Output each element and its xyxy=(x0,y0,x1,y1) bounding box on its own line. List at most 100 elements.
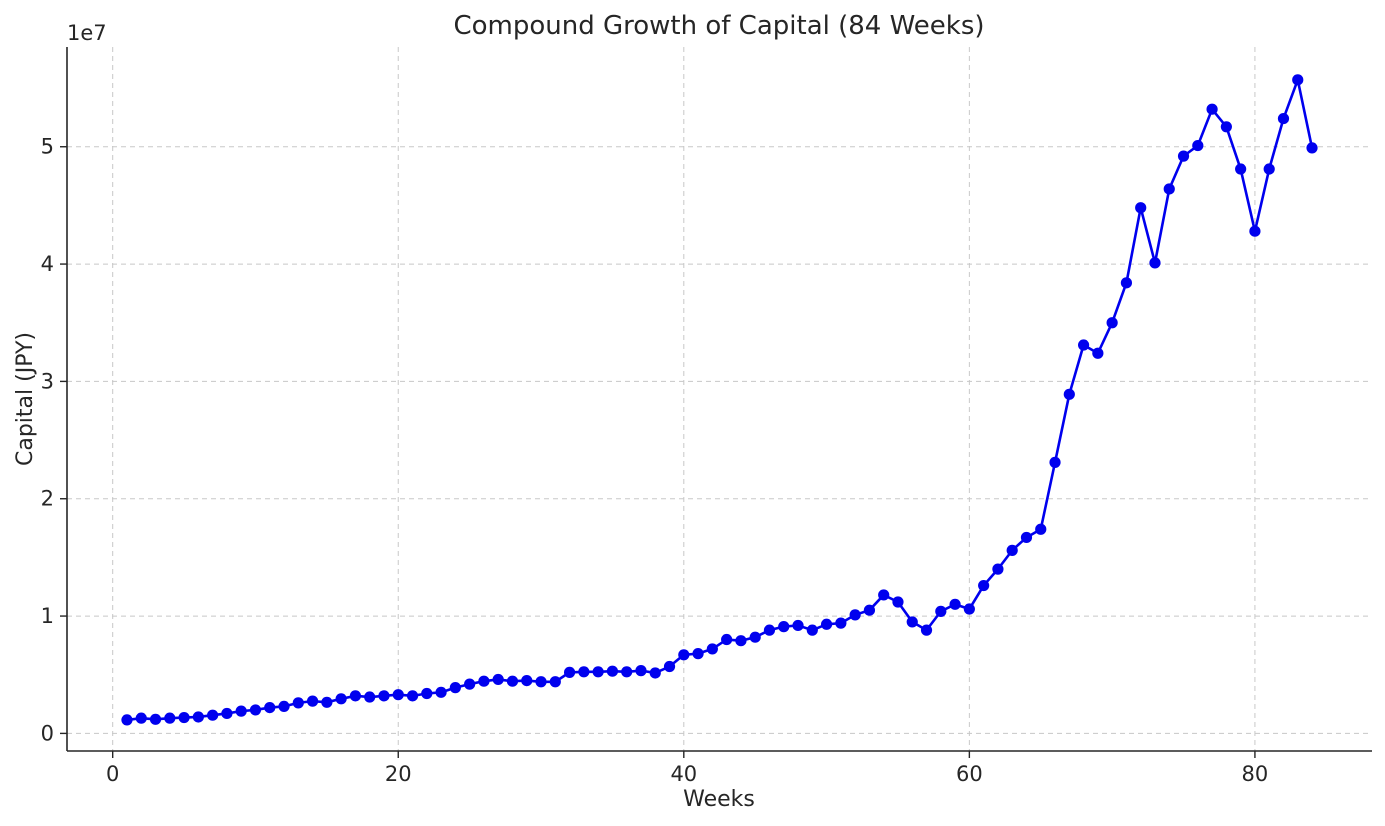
data-point xyxy=(1077,339,1090,351)
data-point xyxy=(1249,225,1261,237)
chart-title: Compound Growth of Capital (84 Weeks) xyxy=(453,11,984,41)
series-line xyxy=(126,78,1314,722)
data-point xyxy=(221,707,233,720)
data-point xyxy=(578,666,590,678)
data-point xyxy=(1092,347,1104,359)
data-point xyxy=(949,598,961,610)
data-point xyxy=(621,666,633,678)
y-tick-label: 1 xyxy=(41,604,54,628)
data-point xyxy=(292,697,304,709)
data-point xyxy=(592,666,604,678)
data-point xyxy=(1106,317,1118,329)
data-point xyxy=(506,675,519,687)
data-point xyxy=(963,603,975,615)
data-point xyxy=(663,660,676,673)
data-point xyxy=(121,714,133,726)
data-point xyxy=(406,690,419,702)
data-point xyxy=(806,624,818,636)
data-point xyxy=(835,617,847,629)
data-point xyxy=(264,701,276,714)
data-point xyxy=(1049,456,1061,468)
data-point xyxy=(1177,150,1190,162)
data-point xyxy=(1149,257,1161,269)
data-point xyxy=(149,713,162,725)
data-point xyxy=(1135,202,1147,214)
data-point xyxy=(207,709,219,721)
axis-ticks: 0 20 40 60 80 0 1 2 3 4 5 xyxy=(41,135,1269,786)
axes-spines xyxy=(66,47,1372,752)
data-point xyxy=(749,631,761,643)
y-tick-label: 3 xyxy=(41,369,54,393)
x-tick-label: 60 xyxy=(956,762,983,786)
data-point xyxy=(392,689,404,701)
data-point xyxy=(306,695,319,707)
data-point xyxy=(792,619,804,632)
data-point xyxy=(935,605,947,617)
data-point xyxy=(478,675,490,687)
data-point xyxy=(349,690,362,702)
y-axis-label: Capital (JPY) xyxy=(13,332,38,466)
data-point xyxy=(1163,183,1175,195)
data-point xyxy=(721,633,733,646)
data-point xyxy=(878,589,890,601)
data-point xyxy=(1020,531,1033,544)
data-point xyxy=(1035,523,1047,535)
data-point xyxy=(464,678,476,690)
data-point xyxy=(892,596,904,608)
data-point xyxy=(920,624,933,636)
x-tick-label: 0 xyxy=(106,762,119,786)
data-point xyxy=(378,690,390,702)
data-point xyxy=(849,609,861,621)
y-tick-label: 4 xyxy=(41,252,54,276)
y-tick-label: 2 xyxy=(41,487,54,511)
data-point xyxy=(492,673,504,686)
data-point xyxy=(335,693,347,705)
data-point xyxy=(778,621,790,633)
data-point xyxy=(421,687,433,700)
data-point xyxy=(863,604,876,616)
grid-lines xyxy=(67,47,1372,751)
data-point xyxy=(435,686,447,698)
data-point xyxy=(364,691,376,703)
data-point xyxy=(1120,277,1133,289)
data-point xyxy=(978,579,990,592)
data-point xyxy=(678,649,690,661)
series-capital xyxy=(121,74,1318,726)
data-point xyxy=(1220,121,1232,133)
data-point xyxy=(449,682,461,694)
data-point xyxy=(278,700,290,713)
data-point xyxy=(192,711,204,723)
data-point xyxy=(164,712,176,724)
data-point xyxy=(549,676,561,688)
x-tick-label: 40 xyxy=(670,762,697,786)
data-point xyxy=(1292,74,1304,86)
data-point xyxy=(649,667,661,679)
data-point xyxy=(563,666,576,678)
data-point xyxy=(135,712,147,724)
data-point xyxy=(820,618,833,630)
data-point xyxy=(692,648,704,660)
x-tick-label: 80 xyxy=(1242,762,1269,786)
data-point xyxy=(1263,163,1275,175)
y-axis-offset-label: 1e7 xyxy=(67,21,107,45)
data-point xyxy=(1277,112,1290,125)
data-point xyxy=(706,643,718,655)
data-point xyxy=(235,705,247,717)
x-axis-label: Weeks xyxy=(683,787,755,812)
data-point xyxy=(178,711,190,724)
data-point xyxy=(535,676,547,688)
data-point xyxy=(1306,142,1318,154)
y-tick-label: 5 xyxy=(41,135,54,159)
y-tick-label: 0 xyxy=(41,721,54,745)
data-point xyxy=(1063,388,1075,400)
data-point xyxy=(1235,163,1247,175)
data-point xyxy=(249,704,262,716)
data-point xyxy=(1006,544,1018,556)
data-point xyxy=(763,624,776,636)
data-point xyxy=(1206,103,1218,115)
x-tick-label: 20 xyxy=(385,762,412,786)
data-point xyxy=(906,616,918,628)
data-point xyxy=(635,665,647,677)
data-point xyxy=(606,665,619,677)
